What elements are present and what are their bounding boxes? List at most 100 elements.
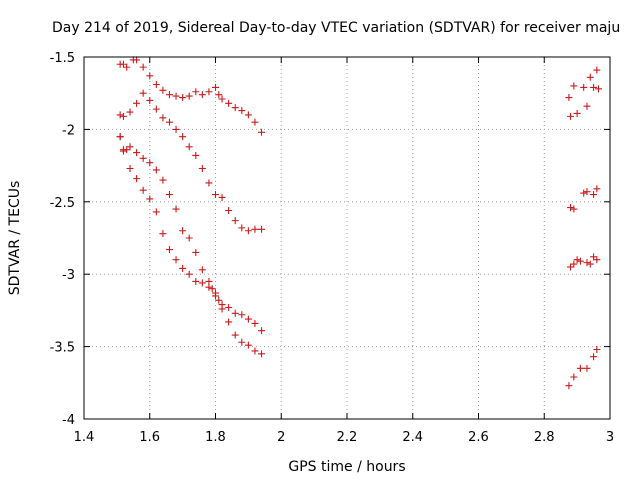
data-point [212, 83, 219, 91]
data-point [139, 63, 147, 71]
data-point [116, 133, 124, 141]
data-point [593, 66, 601, 74]
data-point [119, 146, 127, 154]
data-point [212, 292, 219, 300]
x-tick-label: 1.4 [74, 430, 95, 445]
data-point [576, 257, 584, 265]
data-point [231, 217, 239, 225]
data-point [258, 327, 266, 335]
data-point [590, 353, 598, 361]
x-tick-label: 1.6 [139, 430, 160, 445]
data-point [593, 345, 601, 353]
data-point [172, 92, 180, 100]
data-point [126, 143, 134, 151]
data-point [244, 227, 252, 235]
data-point [179, 227, 187, 235]
data-point [593, 256, 601, 264]
data-point [192, 88, 200, 96]
data-point [126, 108, 134, 116]
data-point [570, 260, 578, 268]
data-point [218, 95, 226, 103]
x-tick-label: 3 [606, 430, 614, 445]
data-point [205, 88, 213, 96]
y-tick-label: -3.5 [50, 341, 75, 356]
data-point [172, 205, 180, 213]
data-point [146, 195, 154, 203]
data-point [258, 128, 266, 136]
data-point [258, 225, 266, 233]
data-point [570, 82, 578, 90]
x-tick-label: 1.8 [205, 430, 226, 445]
data-point [573, 109, 581, 117]
data-point [126, 164, 134, 172]
data-points [116, 56, 602, 390]
y-tick-label: -3 [62, 268, 75, 283]
data-point [159, 230, 167, 238]
data-point [218, 305, 226, 313]
axis-ticks: 1.4 1.6 1.8 2 2.2 2.4 2.6 2.8 3 -4 -3.5 -3 -2.5 -2 -1.… [50, 51, 615, 445]
data-point [185, 143, 193, 151]
data-point [159, 176, 167, 184]
data-point [123, 63, 131, 71]
data-point [580, 189, 588, 197]
data-point [583, 259, 591, 267]
data-point [116, 111, 124, 119]
y-tick-label: -4 [62, 413, 75, 428]
data-point [258, 350, 266, 358]
grid-lines [84, 57, 610, 419]
y-tick-label: -2.5 [50, 196, 75, 211]
series-track-8 [565, 345, 601, 390]
data-point [172, 125, 180, 133]
data-point [139, 89, 147, 97]
data-point [570, 205, 578, 213]
x-tick-label: 2.4 [402, 430, 423, 445]
data-point [590, 83, 598, 91]
data-point [576, 364, 584, 372]
data-point [185, 270, 193, 278]
data-point [133, 99, 141, 107]
series-track-7 [567, 253, 601, 271]
data-point [212, 191, 219, 199]
data-point [244, 111, 252, 119]
x-axis-label: GPS time / hours [288, 459, 405, 475]
data-point [152, 105, 160, 113]
data-point [205, 283, 213, 291]
data-point [146, 72, 154, 80]
y-tick-label: -1.5 [50, 51, 75, 66]
data-point [165, 246, 173, 254]
data-point [567, 204, 575, 212]
series-track-6 [567, 185, 601, 213]
data-point [205, 179, 213, 187]
data-point [225, 318, 233, 326]
data-point [586, 73, 594, 81]
data-point [179, 133, 187, 141]
data-point [198, 91, 206, 99]
data-point [198, 164, 206, 172]
data-point [238, 224, 246, 232]
x-tick-label: 2 [277, 430, 285, 445]
data-point [238, 107, 246, 115]
data-point [593, 185, 601, 193]
x-tick-label: 2.8 [534, 430, 555, 445]
data-point [192, 277, 200, 285]
x-tick-label: 2.6 [468, 430, 489, 445]
data-point [580, 83, 588, 91]
data-point [165, 118, 173, 126]
data-point [215, 296, 223, 304]
data-point [570, 373, 578, 381]
data-point [565, 94, 573, 102]
data-point [165, 191, 173, 199]
data-point [565, 382, 573, 390]
series-track-5 [565, 66, 602, 120]
data-point [179, 94, 187, 102]
data-point [146, 96, 154, 104]
data-point [238, 311, 246, 319]
data-point [119, 112, 127, 120]
chart-title: Day 214 of 2019, Sidereal Day-to-day VTE… [52, 20, 620, 36]
data-point [133, 56, 141, 64]
data-point [573, 256, 581, 264]
data-point [185, 234, 193, 242]
data-point [225, 206, 233, 214]
y-tick-label: -2 [62, 123, 75, 138]
